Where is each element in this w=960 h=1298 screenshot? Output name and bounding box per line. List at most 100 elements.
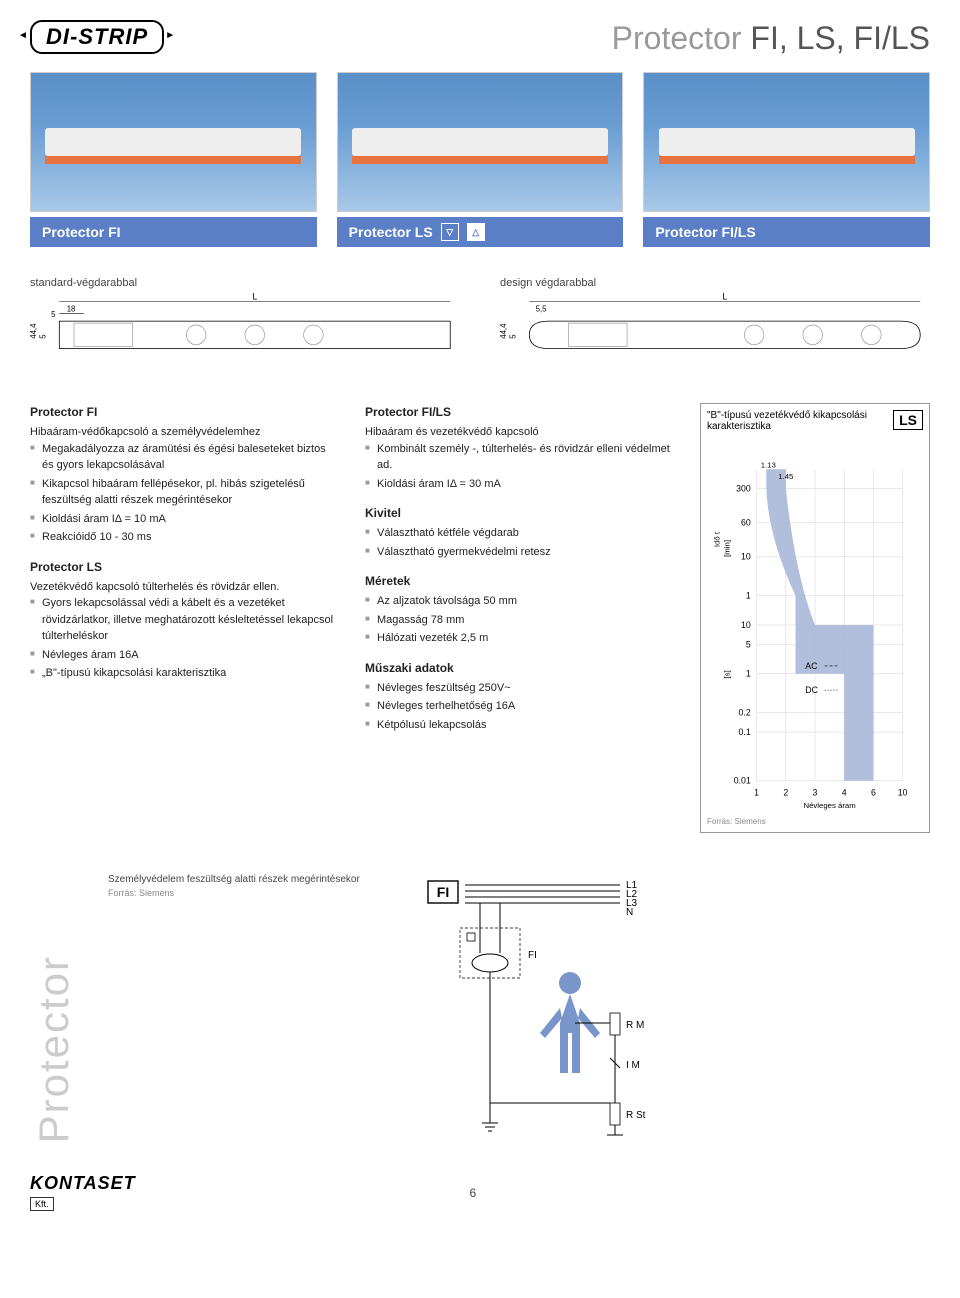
footer-kft: Kft. (30, 1197, 54, 1211)
vertical-section-label: Protector (30, 955, 78, 1143)
caption-text: Protector FI/LS (655, 224, 755, 240)
dim-design-label: design végdarabbal (500, 277, 930, 289)
svg-text:Névleges áram: Névleges áram (803, 801, 855, 810)
list-item: Gyors lekapcsolással védi a kábelt és a … (30, 595, 340, 645)
list-item: Névleges feszültség 250V~ (365, 680, 675, 697)
chart-source: Forrás: Siemens (707, 817, 923, 826)
svg-text:R M: R M (626, 1020, 644, 1031)
list-item: Névleges terhelhetőség 16A (365, 698, 675, 715)
schematic-source: Forrás: Siemens (108, 888, 400, 898)
svg-text:1: 1 (746, 591, 751, 601)
caption-fi: Protector FI (30, 217, 317, 247)
list-item: Magasság 78 mm (365, 612, 675, 629)
svg-text:FI: FI (437, 884, 449, 900)
svg-text:DC: DC (805, 685, 818, 695)
svg-text:60: 60 (741, 518, 751, 528)
svg-text:1: 1 (746, 669, 751, 679)
svg-text:3: 3 (813, 787, 818, 797)
svg-text:300: 300 (736, 484, 751, 494)
svg-text:I M: I M (626, 1060, 640, 1071)
trip-curve-chart: 300 60 10 1 10 5 1 0.2 0.1 0.01 1.13 1.4… (707, 440, 923, 810)
svg-text:L: L (722, 293, 727, 302)
svg-text:AC: AC (805, 661, 817, 671)
chart-title-text: "B"-típusú vezetékvédő kikapcsolási kara… (707, 410, 893, 432)
svg-text:4: 4 (842, 787, 847, 797)
vde-badge-icon: ▽ (441, 223, 459, 241)
svg-text:5: 5 (51, 310, 56, 319)
sec-title: Protector FI/LS (365, 403, 675, 421)
svg-text:R St: R St (626, 1110, 646, 1121)
col-fi: Protector FI Hibaáram-védőkapcsoló a sze… (30, 403, 340, 684)
svg-text:1: 1 (754, 787, 759, 797)
footer-brand: KONTASET (30, 1173, 136, 1193)
svg-text:1.45: 1.45 (778, 472, 793, 481)
product-image-fi (30, 72, 317, 212)
svg-text:1.13: 1.13 (761, 460, 776, 469)
page-title: Protector FI, LS, FI/LS (612, 20, 930, 57)
feature-list: Választható kétféle végdarab Választható… (365, 525, 675, 560)
svg-text:2: 2 (783, 787, 788, 797)
list-item: Megakadályozza az áramütési és égési bal… (30, 441, 340, 474)
svg-text:5: 5 (39, 334, 48, 339)
svg-text:18: 18 (67, 304, 76, 313)
caption-text: Protector FI (42, 224, 121, 240)
svg-text:[s]: [s] (722, 670, 731, 678)
svg-text:5,5: 5,5 (536, 304, 548, 313)
svg-text:10: 10 (741, 620, 751, 630)
feature-list: Gyors lekapcsolással védi a kábelt és a … (30, 595, 340, 682)
list-item: Az aljzatok távolsága 50 mm (365, 593, 675, 610)
title-light: Protector (612, 20, 751, 56)
list-item: Választható gyermekvédelmi retesz (365, 544, 675, 561)
svg-text:0.1: 0.1 (739, 727, 751, 737)
dimension-drawing-standard: L 18 5 44,4 5 (30, 293, 460, 363)
sec-title: Műszaki adatok (365, 659, 675, 677)
svg-text:44,4: 44,4 (30, 323, 38, 339)
list-item: Reakcióidő 10 - 30 ms (30, 529, 340, 546)
schematic-title: Személyvédelem feszültség alatti részek … (108, 873, 400, 886)
product-image-ls (337, 72, 624, 212)
feature-list: Névleges feszültség 250V~ Névleges terhe… (365, 680, 675, 734)
svg-text:N: N (626, 907, 633, 918)
svg-text:10: 10 (898, 787, 908, 797)
feature-list: Megakadályozza az áramütési és égési bal… (30, 441, 340, 546)
ls-chart: "B"-típusú vezetékvédő kikapcsolási kara… (700, 403, 930, 833)
list-item: Kombinált személy -, túlterhelés- és röv… (365, 441, 675, 474)
list-item: Névleges áram 16A (30, 647, 340, 664)
feature-list: Az aljzatok távolsága 50 mm Magasság 78 … (365, 593, 675, 647)
footer-logo-block: KONTASET Kft. (30, 1173, 136, 1212)
svg-text:0.01: 0.01 (734, 776, 751, 786)
caption-fils: Protector FI/LS (643, 217, 930, 247)
svg-text:0.2: 0.2 (739, 708, 751, 718)
svg-text:5: 5 (509, 334, 518, 339)
svg-text:5: 5 (746, 639, 751, 649)
svg-text:10: 10 (741, 552, 751, 562)
svg-text:L: L (252, 293, 257, 302)
brand-logo: DI-STRIP (30, 20, 164, 54)
cert-badge-icon: △ (467, 223, 485, 241)
list-item: „B"-típusú kikapcsolási karakterisztika (30, 665, 340, 682)
col-fils: Protector FI/LS Hibaáram és vezetékvédő … (365, 403, 675, 735)
dim-standard-label: standard-végdarabbal (30, 277, 460, 289)
lead: Hibaáram és vezetékvédő kapcsoló (365, 424, 675, 441)
lead: Vezetékvédő kapcsoló túlterhelés és rövi… (30, 579, 340, 596)
list-item: Kioldási áram IΔ = 30 mA (365, 476, 675, 493)
title-dark: FI, LS, FI/LS (750, 20, 930, 56)
svg-text:[min]: [min] (722, 540, 731, 557)
svg-text:Idő t: Idő t (713, 531, 722, 547)
caption-text: Protector LS (349, 224, 433, 240)
sec-title: Kivitel (365, 504, 675, 522)
svg-text:44,4: 44,4 (500, 323, 508, 339)
list-item: Kikapcsol hibaáram fellépésekor, pl. hib… (30, 476, 340, 509)
svg-text:6: 6 (871, 787, 876, 797)
list-item: Kioldási áram IΔ = 10 mA (30, 511, 340, 528)
list-item: Kétpólusú lekapcsolás (365, 717, 675, 734)
lead: Hibaáram-védőkapcsoló a személyvédelemhe… (30, 424, 340, 441)
fi-schematic: FI L1 L2 L3 N FI R M I M R (420, 873, 680, 1143)
svg-text:FI: FI (528, 950, 537, 961)
page-number: 6 (136, 1186, 810, 1200)
dimension-drawing-design: L 5,5 44,4 5 (500, 293, 930, 363)
list-item: Hálózati vezeték 2,5 m (365, 630, 675, 647)
list-item: Választható kétféle végdarab (365, 525, 675, 542)
caption-ls: Protector LS ▽ △ (337, 217, 624, 247)
sec-title: Méretek (365, 572, 675, 590)
